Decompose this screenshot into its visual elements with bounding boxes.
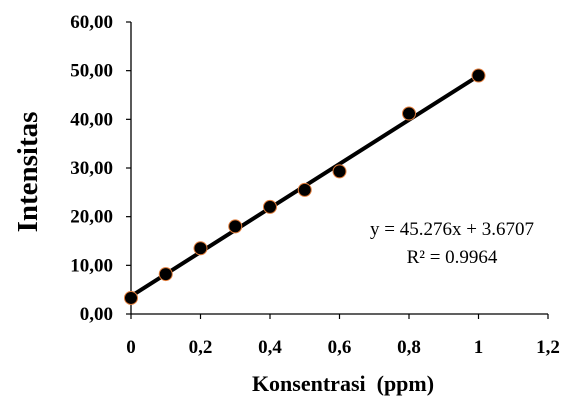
y-tick-label: 10,00 <box>70 255 113 276</box>
y-tick-label: 60,00 <box>70 12 113 33</box>
x-tick-label: 1 <box>474 337 484 358</box>
x-tick-label: 0 <box>126 337 136 358</box>
data-point <box>297 182 312 197</box>
x-tick-labels: 0 0,2 0,4 0,6 0,8 1 1,2 <box>126 337 560 358</box>
y-tick-label: 20,00 <box>70 207 113 228</box>
data-points <box>124 68 486 305</box>
x-tick-label: 0,2 <box>189 337 213 358</box>
r-squared-label: R² = 0.9964 <box>407 247 498 268</box>
y-tick-label: 0,00 <box>80 304 113 325</box>
data-point <box>228 219 243 234</box>
data-point <box>263 199 277 214</box>
data-point <box>332 164 347 179</box>
y-axis-label: Intensitas <box>12 112 44 233</box>
y-tick-label: 40,00 <box>70 109 113 130</box>
x-tick-label: 0,4 <box>258 337 282 358</box>
data-point <box>402 106 416 121</box>
x-axis-label: Konsentrasi (ppm) <box>252 371 434 396</box>
trendline-equation: y = 45.276x + 3.6707 <box>370 219 534 240</box>
y-tick-label: 30,00 <box>70 158 113 179</box>
data-point <box>124 290 138 305</box>
axes <box>126 21 549 319</box>
data-point <box>193 241 208 256</box>
x-tick-label: 1,2 <box>536 337 560 358</box>
data-point <box>158 267 173 282</box>
x-tick-label: 0,6 <box>328 337 352 358</box>
y-tick-label: 50,00 <box>70 61 113 82</box>
data-point <box>471 68 486 83</box>
y-tick-labels: 0,00 10,00 20,00 30,00 40,00 50,00 60,00 <box>70 12 113 325</box>
x-tick-label: 0,8 <box>397 337 421 358</box>
